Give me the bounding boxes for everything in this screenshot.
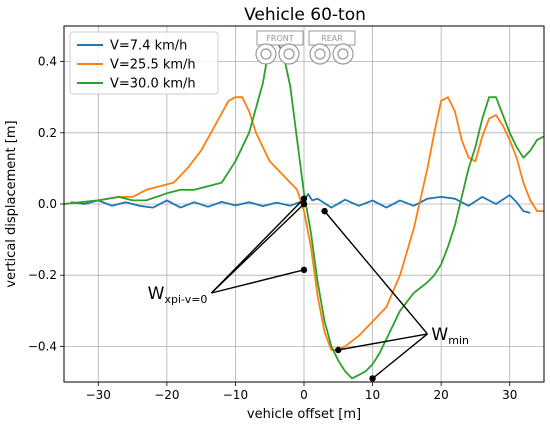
y-tick-label: 0.0 (38, 197, 57, 211)
annotation-label-main: W (148, 284, 165, 304)
annotation-leader (324, 210, 428, 335)
inset-wheel (332, 43, 354, 65)
inset-wheel (309, 43, 331, 65)
inset-wheel-hub (337, 48, 349, 60)
inset-wheel-hub (314, 48, 326, 60)
x-tick-label: 0 (300, 388, 308, 402)
inset-wheel (255, 43, 277, 65)
annotation-leader (372, 333, 428, 379)
legend: V=7.4 km/h V=25.5 km/h V=30.0 km/h (69, 31, 219, 95)
annotation-label-sub: xpi-v=0 (164, 293, 207, 306)
y-tick-label: 0.2 (38, 126, 57, 140)
ticks: −30 −20 −10 0 10 20 30 0.4 0.2 0.0 −0.2 −0.4 (28, 55, 517, 402)
inset-label: FRONT (266, 34, 293, 43)
inset-box (256, 30, 304, 46)
inset-box (308, 30, 356, 46)
annotation-leader (338, 333, 428, 351)
inset-wheel-hub (260, 48, 272, 60)
x-tick-label: 10 (365, 388, 380, 402)
x-tick-label: 30 (502, 388, 517, 402)
x-tick-label: −10 (223, 388, 248, 402)
y-tick-label: −0.4 (28, 339, 57, 353)
annotation-label-sub: min (448, 334, 469, 347)
x-tick-label: −20 (154, 388, 179, 402)
x-axis-label: vehicle offset [m] (247, 407, 361, 422)
y-tick-label: −0.2 (28, 268, 57, 282)
annotation-point (300, 266, 308, 274)
legend-label: V=7.4 km/h (110, 39, 187, 54)
vehicle-inset: FRONT REAR (255, 30, 356, 65)
x-tick-label: −30 (86, 388, 111, 402)
series-group (64, 39, 544, 380)
legend-label: V=25.5 km/h (110, 58, 196, 73)
series-line-3 (64, 39, 544, 380)
series-line-1 (70, 193, 531, 214)
annotation-point (300, 200, 308, 208)
annotation-leader (211, 269, 305, 294)
annotation-point (300, 195, 308, 202)
annotation-label-main: W (431, 325, 448, 345)
chart-title: Vehicle 60-ton (244, 5, 366, 25)
series-line-2 (64, 96, 544, 351)
inset-wheel (278, 43, 300, 65)
annotation-label: Wxpi-v=0 (148, 284, 208, 306)
x-tick-label: 20 (434, 388, 449, 402)
annotation-point (335, 346, 342, 354)
y-axis-label: vertical displacement [m] (4, 120, 19, 287)
annotation-label: Wmin (431, 325, 469, 347)
inset-wheel-hub (283, 48, 295, 60)
y-tick-label: 0.4 (38, 55, 57, 69)
annotation-point (321, 207, 328, 215)
inset-label: REAR (321, 34, 343, 43)
annotation-leader (210, 203, 305, 294)
annotation-point (369, 375, 376, 382)
legend-label: V=30.0 km/h (110, 77, 196, 92)
legend-box (69, 31, 219, 95)
